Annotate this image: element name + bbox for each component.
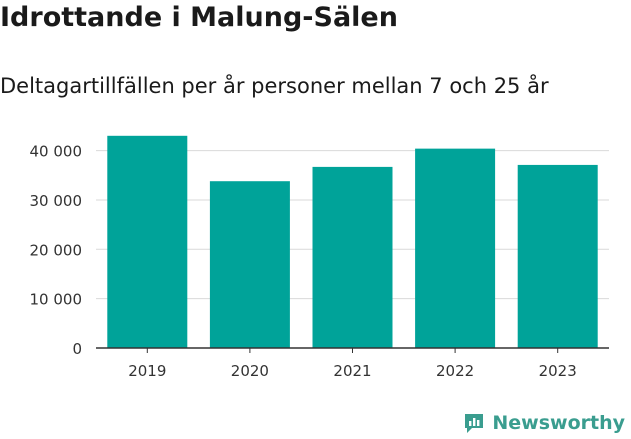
x-tick-label: 2020 [231, 362, 269, 380]
x-tick-label: 2019 [128, 362, 166, 380]
newsworthy-logo: Newsworthy [462, 411, 625, 435]
y-tick-label: 10 000 [30, 291, 83, 309]
bar [517, 164, 598, 348]
bar-chart: 0 10 000 20 000 30 000 40 000 2019 2020 2021 202… [30, 135, 609, 380]
y-tick-label: 30 000 [30, 192, 83, 210]
y-tick-label: 0 [72, 340, 82, 358]
bar [209, 181, 290, 348]
chart-subtitle: Deltagartillfällen per år personer mella… [0, 74, 549, 98]
x-tick-label: 2023 [539, 362, 577, 380]
brand-name: Newsworthy [492, 412, 625, 434]
bar [312, 166, 393, 348]
x-tick-label: 2022 [436, 362, 474, 380]
x-tick-label: 2021 [333, 362, 371, 380]
chart-title: Idrottande i Malung-Sälen [0, 2, 398, 33]
bar [415, 148, 496, 348]
bar [107, 135, 188, 348]
y-tick-label: 20 000 [30, 241, 83, 259]
newsworthy-logo-icon [465, 414, 484, 433]
y-tick-label: 40 000 [30, 143, 83, 161]
